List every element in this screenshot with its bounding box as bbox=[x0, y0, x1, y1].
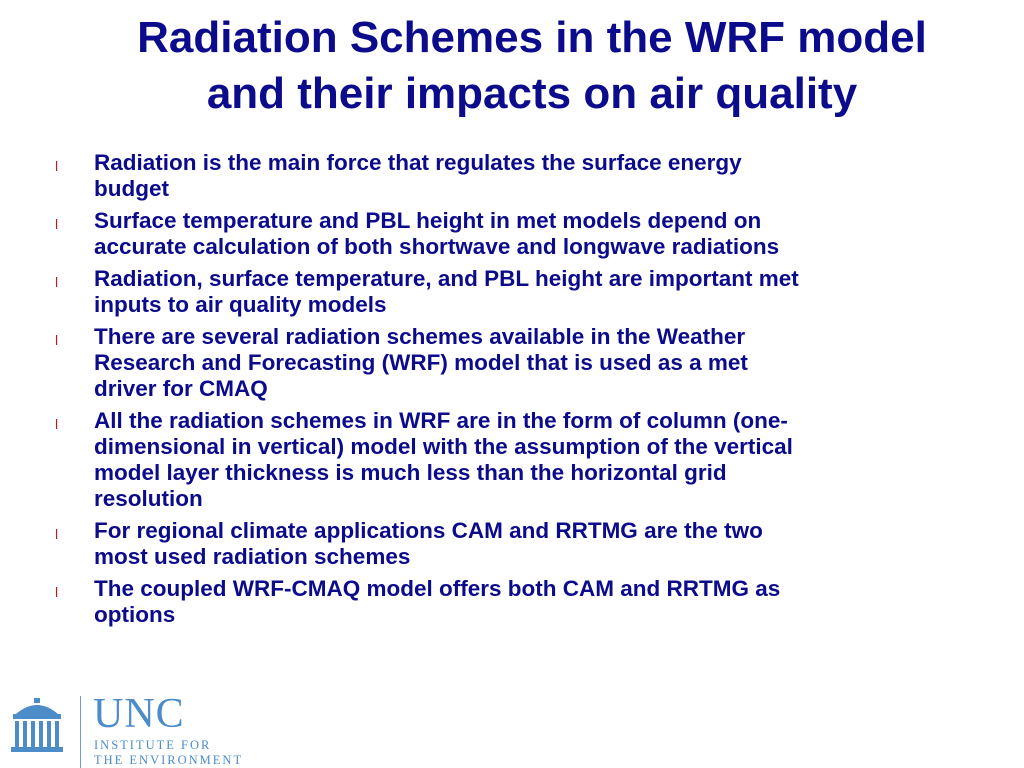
bullet-marker-icon: l bbox=[55, 216, 59, 232]
bullet-marker-icon: l bbox=[55, 274, 59, 290]
bullet-line: Radiation is the main force that regulat… bbox=[94, 150, 742, 175]
bullet-text: For regional climate applications CAM an… bbox=[94, 518, 763, 569]
bullet-item: l All the radiation schemes in WRF are i… bbox=[55, 408, 1000, 512]
bullet-text: There are several radiation schemes avai… bbox=[94, 324, 748, 401]
bullet-line: Radiation, surface temperature, and PBL … bbox=[94, 266, 799, 291]
bullet-line: accurate calculation of both shortwave a… bbox=[94, 234, 780, 259]
bullet-line: options bbox=[94, 602, 176, 627]
bullet-item: l For regional climate applications CAM … bbox=[55, 518, 1000, 570]
bullet-marker-icon: l bbox=[55, 158, 59, 174]
bullet-item: l There are several radiation schemes av… bbox=[55, 324, 1000, 402]
bullet-item: l The coupled WRF-CMAQ model offers both… bbox=[55, 576, 1000, 628]
logo-wordmark: UNC bbox=[93, 691, 185, 737]
logo-divider bbox=[80, 696, 81, 768]
bullet-marker-icon: l bbox=[55, 526, 59, 542]
title-line-2: and their impacts on air quality bbox=[206, 69, 858, 118]
bullet-line: most used radiation schemes bbox=[94, 544, 411, 569]
old-well-icon bbox=[11, 698, 63, 752]
bullet-item: l Radiation is the main force that regul… bbox=[55, 150, 1000, 202]
bullet-line: budget bbox=[94, 176, 169, 201]
bullet-item: l Radiation, surface temperature, and PB… bbox=[55, 266, 1000, 318]
bullet-line: driver for CMAQ bbox=[94, 376, 268, 401]
unc-logo: UNC INSTITUTE FOR THE ENVIRONMENT bbox=[10, 692, 270, 768]
bullet-line: Surface temperature and PBL height in me… bbox=[94, 208, 762, 233]
bullet-text: Radiation is the main force that regulat… bbox=[94, 150, 742, 201]
bullet-text: All the radiation schemes in WRF are in … bbox=[94, 408, 793, 511]
bullet-line: resolution bbox=[94, 486, 203, 511]
bullet-list: l Radiation is the main force that regul… bbox=[55, 150, 1000, 634]
bullet-line: inputs to air quality models bbox=[94, 292, 387, 317]
logo-subtitle-line-1: INSTITUTE FOR bbox=[94, 738, 212, 752]
bullet-line: For regional climate applications CAM an… bbox=[94, 518, 763, 543]
bullet-line: model layer thickness is much less than … bbox=[94, 460, 727, 485]
bullet-text: Radiation, surface temperature, and PBL … bbox=[94, 266, 799, 317]
bullet-text: The coupled WRF-CMAQ model offers both C… bbox=[94, 576, 780, 627]
bullet-line: Research and Forecasting (WRF) model tha… bbox=[94, 350, 748, 375]
bullet-line: dimensional in vertical) model with the … bbox=[94, 434, 793, 459]
bullet-marker-icon: l bbox=[55, 584, 59, 600]
bullet-item: l Surface temperature and PBL height in … bbox=[55, 208, 1000, 260]
slide-title: Radiation Schemes in the WRF model and t… bbox=[40, 10, 1024, 122]
title-line-1: Radiation Schemes in the WRF model bbox=[137, 13, 927, 62]
bullet-text: Surface temperature and PBL height in me… bbox=[94, 208, 779, 259]
bullet-line: There are several radiation schemes avai… bbox=[94, 324, 746, 349]
bullet-marker-icon: l bbox=[55, 332, 59, 348]
bullet-line: All the radiation schemes in WRF are in … bbox=[94, 408, 788, 433]
bullet-marker-icon: l bbox=[55, 416, 59, 432]
logo-subtitle-line-2: THE ENVIRONMENT bbox=[94, 753, 244, 767]
bullet-line: The coupled WRF-CMAQ model offers both C… bbox=[94, 576, 781, 601]
